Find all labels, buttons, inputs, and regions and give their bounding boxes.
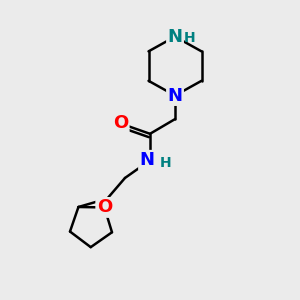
- Text: H: H: [183, 31, 195, 45]
- Text: N: N: [140, 151, 154, 169]
- Text: H: H: [160, 156, 171, 170]
- Text: N: N: [167, 86, 182, 104]
- Text: O: O: [97, 198, 112, 216]
- Text: O: O: [113, 115, 128, 133]
- Text: N: N: [167, 28, 182, 46]
